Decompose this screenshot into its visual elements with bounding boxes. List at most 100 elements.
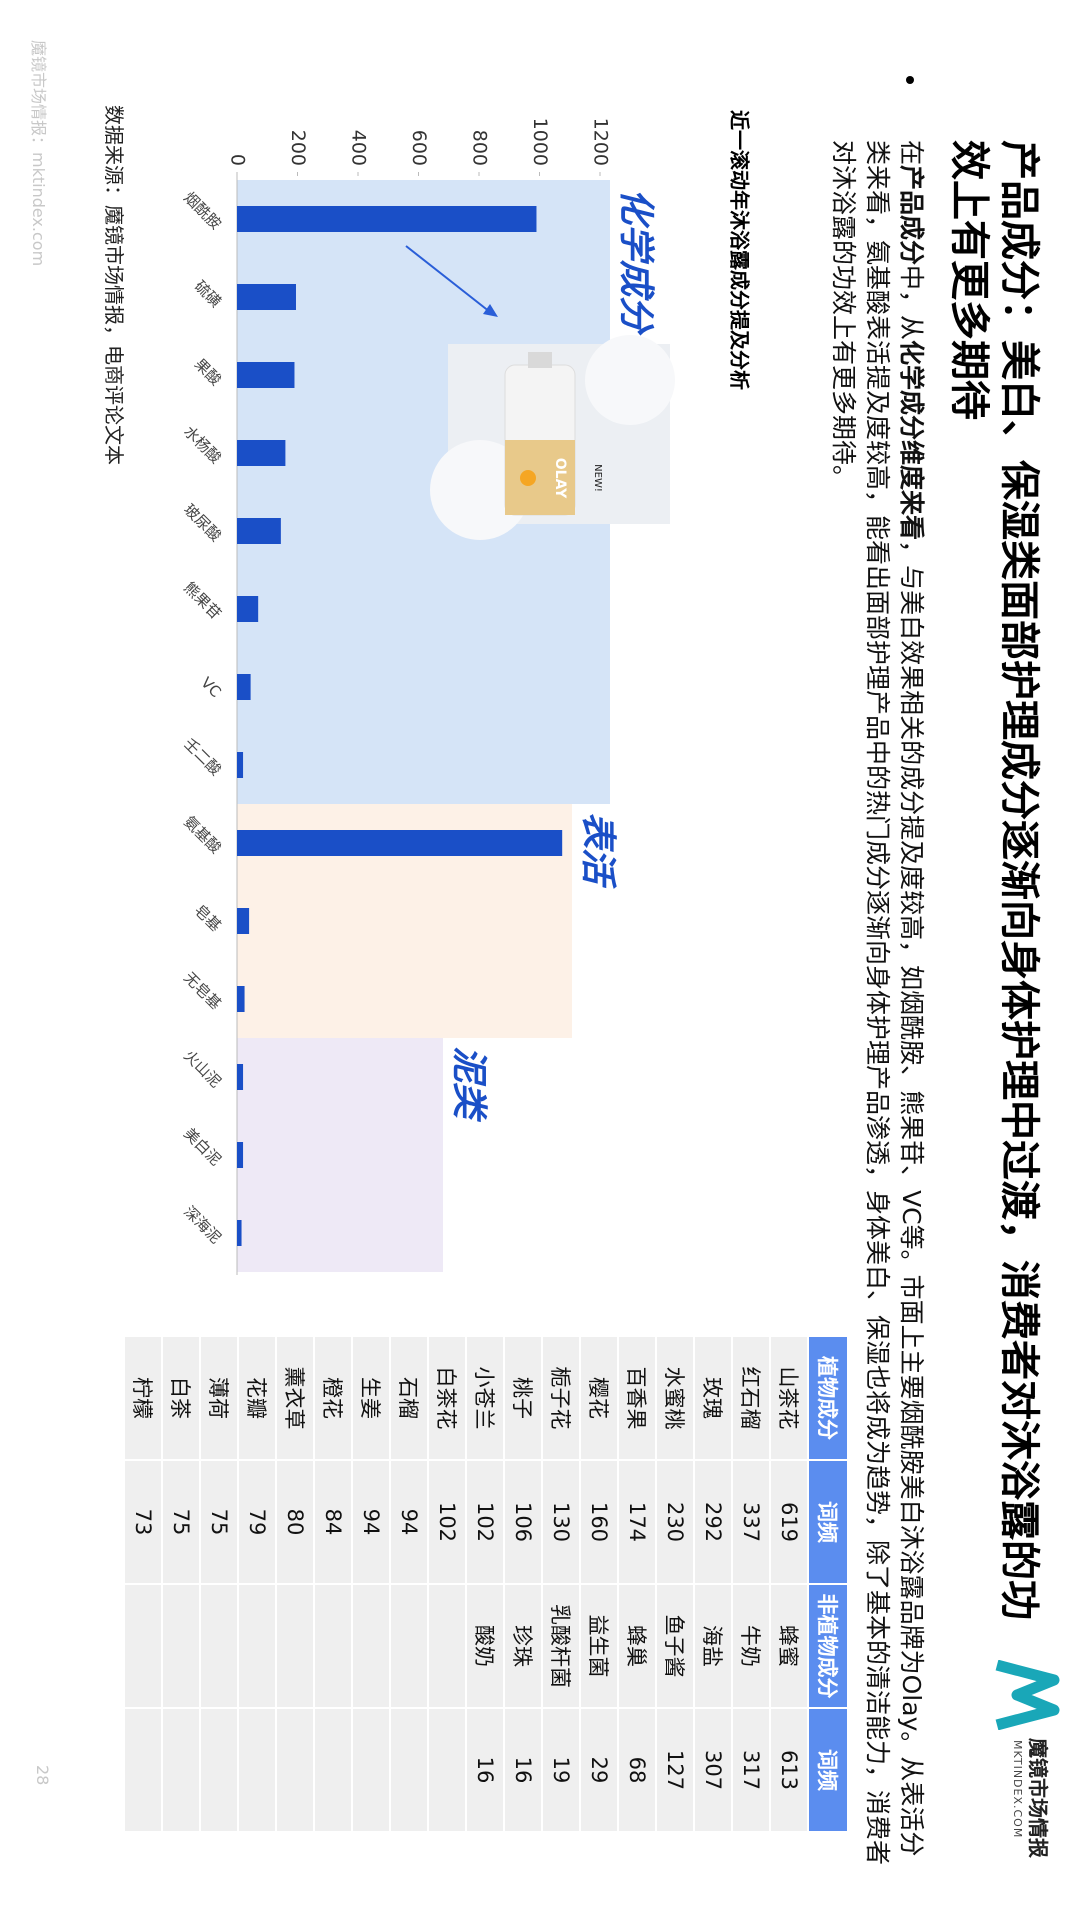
table-cell: 珍珠 [504,1584,542,1708]
table-row: 白茶 75 [162,1336,200,1832]
logo-mark [992,1659,1062,1731]
table-row: 水蜜桃 230 鱼子酱 127 [656,1336,694,1832]
logo-url: MKTINDEX.COM [1011,1740,1024,1839]
table-cell: 102 [428,1460,466,1584]
x-tick-label: 美白泥 [180,1124,225,1169]
table-cell: 蜂巢 [618,1584,656,1708]
chart-title: 近一滚动年沐浴露成分提及分析 [728,110,752,390]
table-cell [276,1584,314,1708]
bar [237,440,286,466]
table-cell: 94 [390,1460,428,1584]
table-cell: 牛奶 [732,1584,770,1708]
table-cell [124,1708,162,1832]
table-cell: 玫瑰 [694,1336,732,1460]
x-tick-label: 熊果苷 [180,578,225,623]
table-cell [162,1708,200,1832]
table-row: 生姜 94 [352,1336,390,1832]
table-cell: 79 [238,1460,276,1584]
column-header: 植物成分 [808,1336,848,1460]
arrow-head [483,304,498,317]
table-cell: 益生菌 [580,1584,618,1708]
bar [237,830,563,856]
x-tick-label: 水杨酸 [180,422,225,467]
x-tick-label: 皂基 [191,901,225,935]
group-background [237,1038,443,1272]
x-tick-label: 氨基酸 [180,812,225,857]
x-tick-label: 无皂基 [180,968,225,1013]
table-cell: 蜂蜜 [770,1584,808,1708]
page-number: 28 [33,1765,52,1786]
table-row: 玫瑰 292 海盐 307 [694,1336,732,1832]
arrow [405,245,491,313]
bar [236,1064,244,1090]
x-tick-label: 火山泥 [180,1046,225,1091]
group-label: 表活 [577,812,618,889]
table-cell: 乳酸杆菌 [542,1584,580,1708]
bar [236,518,281,544]
x-tick-label: 壬二酸 [180,734,225,779]
table-cell: 水蜜桃 [656,1336,694,1460]
column-header: 非植物成分 [808,1584,848,1708]
y-tick-label: 800 [469,130,491,166]
bar [236,1142,244,1168]
bar [236,206,537,232]
table-cell: 栀子花 [542,1336,580,1460]
table-row: 花瓣 79 [238,1336,276,1832]
table-cell [238,1708,276,1832]
table-cell [428,1584,466,1708]
x-tick-label: 硫磺 [191,277,225,311]
table-cell: 292 [694,1460,732,1584]
svg-text:NEW!: NEW! [592,464,603,492]
table-cell: 山茶花 [770,1336,808,1460]
table-row: 桃子 106 珍珠 16 [504,1336,542,1832]
table-cell [200,1584,238,1708]
y-tick-label: 1000 [529,118,551,166]
table-cell: 75 [162,1460,200,1584]
table-cell: 75 [200,1460,238,1584]
table-row: 栀子花 130 乳酸杆菌 19 [542,1336,580,1832]
table-cell [390,1708,428,1832]
x-tick-label: 烟酰胺 [180,188,225,233]
table-cell: 68 [618,1708,656,1832]
table-cell: 薄荷 [200,1336,238,1460]
table-cell [314,1708,352,1832]
table-row: 柠檬 73 [124,1336,162,1832]
svg-text:OLAY: OLAY [552,458,568,499]
bar [236,596,259,622]
table-cell: 613 [770,1708,808,1832]
x-tick-label: 玻尿酸 [180,500,225,545]
y-tick-label: 600 [408,130,430,166]
column-header: 词频 [808,1460,848,1584]
table-cell: 百香果 [618,1336,656,1460]
table-cell [352,1708,390,1832]
table-cell: 石榴 [390,1336,428,1460]
table-cell [200,1708,238,1832]
table-row: 橙花 84 [314,1336,352,1832]
table-cell: 海盐 [694,1584,732,1708]
ingredient-table: 植物成分 词频 非植物成分 词频 山茶花 619 蜂蜜 613 红石榴 337 牛奶 317 玫瑰 292… [123,1335,849,1833]
table-cell: 19 [542,1708,580,1832]
table-cell: 160 [580,1460,618,1584]
y-tick-label: 1200 [590,118,612,166]
table-cell: 29 [580,1708,618,1832]
y-tick-label: 200 [287,130,309,166]
table-row: 石榴 94 [390,1336,428,1832]
y-tick-label: 0 [227,154,249,166]
table-cell: 白茶 [162,1336,200,1460]
bar [236,284,296,310]
table-cell: 174 [618,1460,656,1584]
table-cell: 106 [504,1460,542,1584]
table-cell: 130 [542,1460,580,1584]
table-cell: 生姜 [352,1336,390,1460]
table-cell: 337 [732,1460,770,1584]
table-cell: 鱼子酱 [656,1584,694,1708]
table-cell: 80 [276,1460,314,1584]
group-backgrounds [237,180,610,1272]
table-cell: 230 [656,1460,694,1584]
table-cell [238,1584,276,1708]
bar [236,674,251,700]
table-cell [428,1708,466,1832]
table-cell: 小苍兰 [466,1336,504,1460]
table-row: 薄荷 75 [200,1336,238,1832]
